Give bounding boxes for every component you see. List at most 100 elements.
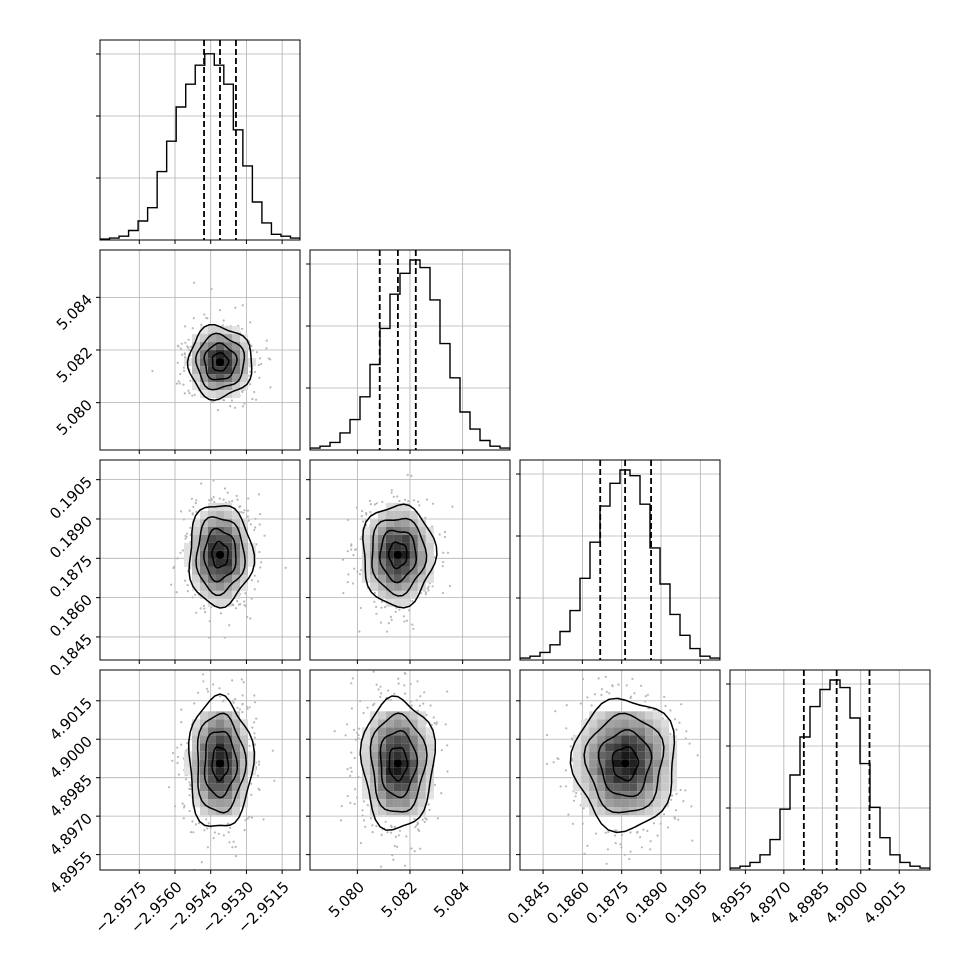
density-cell — [200, 735, 208, 744]
density-cell — [669, 783, 678, 792]
density-cell — [385, 735, 394, 744]
density-cell — [208, 719, 216, 728]
scatter-point — [629, 831, 632, 834]
scatter-point — [249, 523, 252, 526]
density-cell — [240, 518, 248, 527]
density-cell — [369, 566, 378, 575]
scatter-panel-1-0 — [96, 249, 301, 454]
scatter-point — [176, 755, 180, 759]
density-cell — [417, 719, 426, 728]
scatter-point — [358, 727, 361, 730]
scatter-point — [426, 587, 429, 590]
density-cell — [637, 743, 646, 752]
density-cell — [224, 590, 232, 599]
scatter-point — [357, 734, 360, 737]
y-tick-label: 5.080 — [53, 396, 96, 439]
scatter-panel-3-1 — [306, 669, 511, 874]
scatter-point — [425, 713, 428, 716]
scatter-point — [355, 506, 359, 509]
scatter-point — [684, 737, 687, 740]
density-cell — [401, 574, 410, 583]
scatter-point — [265, 339, 268, 342]
density-cell — [200, 374, 208, 383]
scatter-point — [375, 502, 378, 505]
density-cell — [208, 350, 216, 359]
scatter-point — [210, 498, 213, 501]
scatter-point — [212, 496, 215, 499]
density-cell — [653, 719, 662, 728]
scatter-point — [240, 678, 243, 681]
density-cell — [409, 727, 418, 736]
scatter-point — [598, 663, 600, 665]
density-cell — [401, 711, 410, 720]
density-cell — [369, 791, 378, 800]
density-cell — [393, 542, 402, 551]
density-cell — [361, 767, 370, 776]
scatter-point — [199, 607, 202, 610]
scatter-point — [195, 611, 198, 614]
scatter-point — [243, 829, 246, 832]
density-cell — [377, 783, 386, 792]
density-cell — [248, 550, 256, 559]
density-cell — [208, 326, 216, 335]
scatter-panel-3-2 — [516, 663, 721, 874]
scatter-point — [614, 842, 617, 845]
density-cell — [216, 783, 224, 792]
density-cell — [605, 799, 614, 808]
density-cell — [401, 743, 410, 752]
scatter-panel-2-1 — [306, 459, 511, 664]
scatter-point — [619, 843, 622, 846]
density-cell — [409, 566, 418, 575]
scatter-point — [246, 515, 249, 518]
scatter-point — [396, 845, 399, 848]
density-cell — [200, 366, 208, 375]
density-cell — [224, 743, 232, 752]
scatter-point — [258, 523, 261, 526]
density-cell — [425, 735, 434, 744]
scatter-point — [398, 499, 401, 503]
scatter-point — [403, 498, 407, 501]
scatter-point — [212, 401, 215, 404]
scatter-point — [361, 520, 365, 523]
scatter-point — [590, 704, 593, 707]
scatter-point — [408, 609, 411, 612]
scatter-point — [206, 690, 210, 693]
density-cell — [401, 598, 410, 607]
scatter-point — [629, 696, 632, 699]
density-cell — [385, 558, 394, 567]
density-cell — [216, 374, 224, 383]
density-cell — [425, 759, 434, 768]
scatter-point — [243, 402, 246, 405]
density-cell — [393, 534, 402, 543]
scatter-point — [571, 759, 574, 762]
scatter-point — [242, 681, 245, 684]
scatter-point — [195, 510, 198, 514]
panel-frame — [99, 39, 301, 241]
scatter-point — [360, 569, 363, 572]
scatter-point — [666, 826, 670, 829]
density-cell — [377, 727, 386, 736]
scatter-point — [185, 532, 189, 535]
scatter-point — [390, 489, 393, 492]
density-cell — [613, 791, 622, 800]
scatter-point — [195, 499, 198, 502]
density-cell — [409, 759, 418, 768]
scatter-point — [241, 390, 244, 394]
density-cell — [216, 751, 224, 760]
scatter-point — [192, 505, 195, 508]
scatter-point — [365, 513, 368, 516]
density-cell — [224, 598, 232, 607]
scatter-point — [664, 704, 667, 708]
density-cell — [613, 807, 622, 816]
density-cell — [653, 775, 662, 784]
density-cell — [208, 767, 216, 776]
density-cell — [393, 767, 402, 776]
density-cell — [613, 751, 622, 760]
scatter-point — [362, 711, 365, 715]
scatter-point — [373, 503, 376, 506]
scatter-point — [175, 591, 178, 594]
scatter-point — [210, 288, 213, 291]
scatter-point — [424, 817, 427, 820]
density-cell — [200, 390, 208, 399]
